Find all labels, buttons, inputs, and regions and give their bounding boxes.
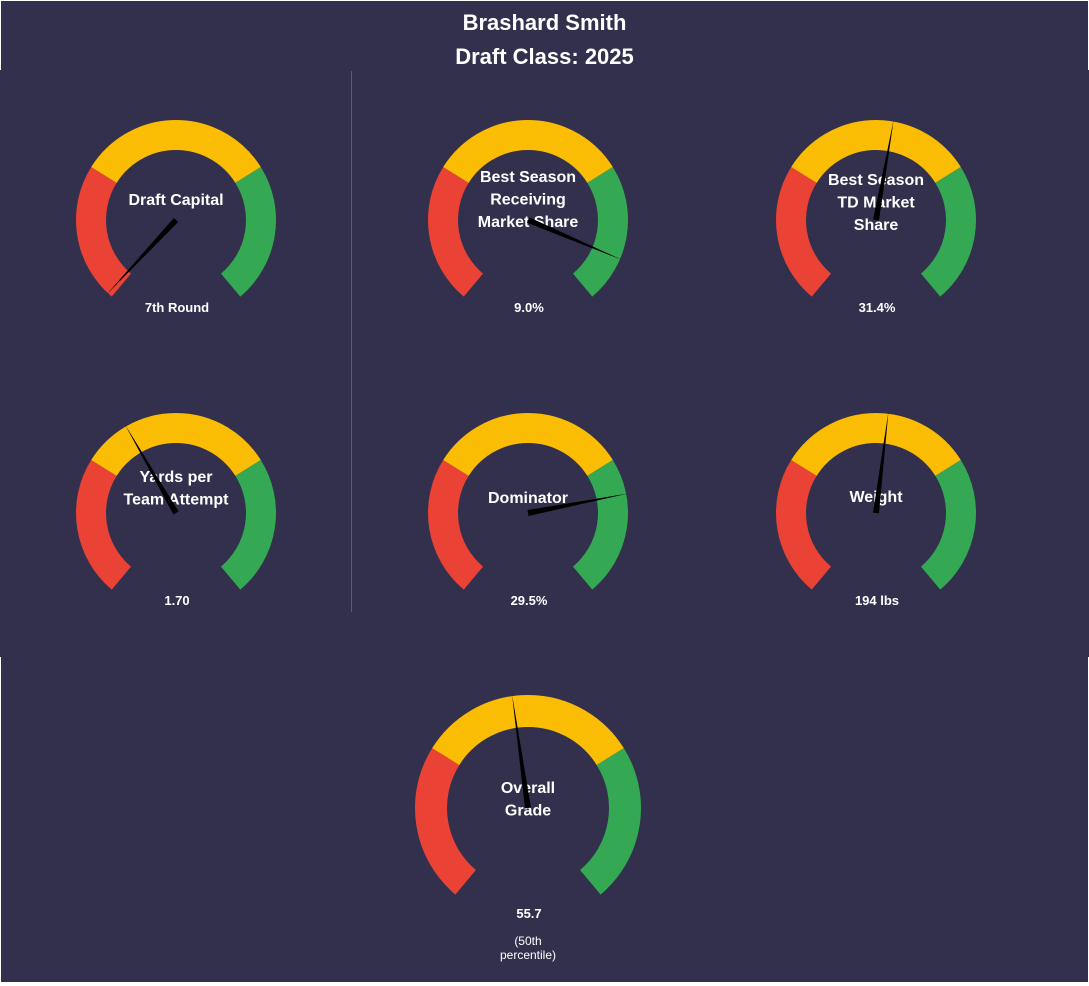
gauge-weight: Weight194 lbs (776, 411, 976, 608)
dominator-green-segment (572, 460, 628, 590)
td-market-share-yellow-segment (791, 120, 961, 184)
dominator-value: 29.5% (511, 593, 548, 608)
yards-per-team-attempt-yellow-segment (91, 413, 261, 477)
player-name: Brashard Smith (462, 10, 627, 35)
draft-class: Draft Class: 2025 (455, 44, 634, 69)
page-title: Brashard Smith Draft Class: 2025 (0, 6, 1089, 74)
overall-grade-red-segment (415, 748, 477, 895)
gauge-draft-capital: Draft Capital 7th Round (76, 120, 276, 315)
overall-grade-sub-label: (50th (514, 934, 541, 948)
grid-background (0, 70, 1089, 657)
draft-capital-red-segment (76, 167, 132, 297)
dominator-needle (527, 493, 629, 516)
gauge-dominator: Dominator 29.5% (428, 413, 629, 608)
weight-yellow-segment (791, 413, 961, 477)
yards-per-team-attempt-red-segment (76, 460, 132, 590)
yards-per-team-attempt-label-line: Team Attempt (124, 492, 230, 509)
td-market-share-label-line: Best Season (828, 172, 924, 189)
receiving-market-share-value: 9.0% (514, 300, 544, 315)
td-market-share-label-line: TD Market (837, 195, 915, 212)
receiving-market-share-label-line: Receiving (490, 192, 566, 209)
overall-grade-label-line: Grade (505, 803, 551, 820)
draft-capital-value: 7th Round (145, 300, 209, 315)
weight-value: 194 lbs (855, 593, 899, 608)
receiving-market-share-green-segment (572, 167, 628, 297)
overall-grade-sub-label: percentile) (500, 948, 556, 962)
overall-grade-green-segment (579, 748, 641, 895)
draft-capital-green-segment (220, 167, 276, 297)
td-market-share-value: 31.4% (859, 300, 896, 315)
overall-grade-label-line: Overall (501, 780, 555, 797)
receiving-market-share-yellow-segment (443, 120, 613, 184)
weight-needle (873, 411, 889, 514)
column-divider (351, 71, 352, 612)
td-market-share-label-line: Share (854, 217, 899, 234)
draft-capital-label-line: Draft Capital (128, 192, 223, 209)
dominator-red-segment (428, 460, 484, 590)
overall-grade-yellow-segment (432, 695, 624, 766)
overall-grade-needle (512, 694, 531, 809)
weight-green-segment (920, 460, 976, 590)
weight-red-segment (776, 460, 832, 590)
gauge-td-market-share: Best Season TD Market Share 31.4% (776, 119, 976, 315)
header-background (1, 1, 1088, 70)
td-market-share-red-segment (776, 167, 832, 297)
td-market-share-green-segment (920, 167, 976, 297)
draft-capital-yellow-segment (91, 120, 261, 184)
draft-capital-needle (106, 217, 179, 295)
dominator-yellow-segment (443, 413, 613, 477)
dominator-label-line: Dominator (488, 490, 568, 507)
receiving-market-share-red-segment (428, 167, 484, 297)
receiving-market-share-needle (526, 217, 622, 260)
yards-per-team-attempt-value: 1.70 (164, 593, 189, 608)
td-market-share-needle (873, 119, 894, 221)
overall-grade-value: 55.7 (516, 906, 541, 921)
yards-per-team-attempt-needle (125, 424, 179, 515)
receiving-market-share-label-line: Best Season (480, 169, 576, 186)
yards-per-team-attempt-green-segment (220, 460, 276, 590)
